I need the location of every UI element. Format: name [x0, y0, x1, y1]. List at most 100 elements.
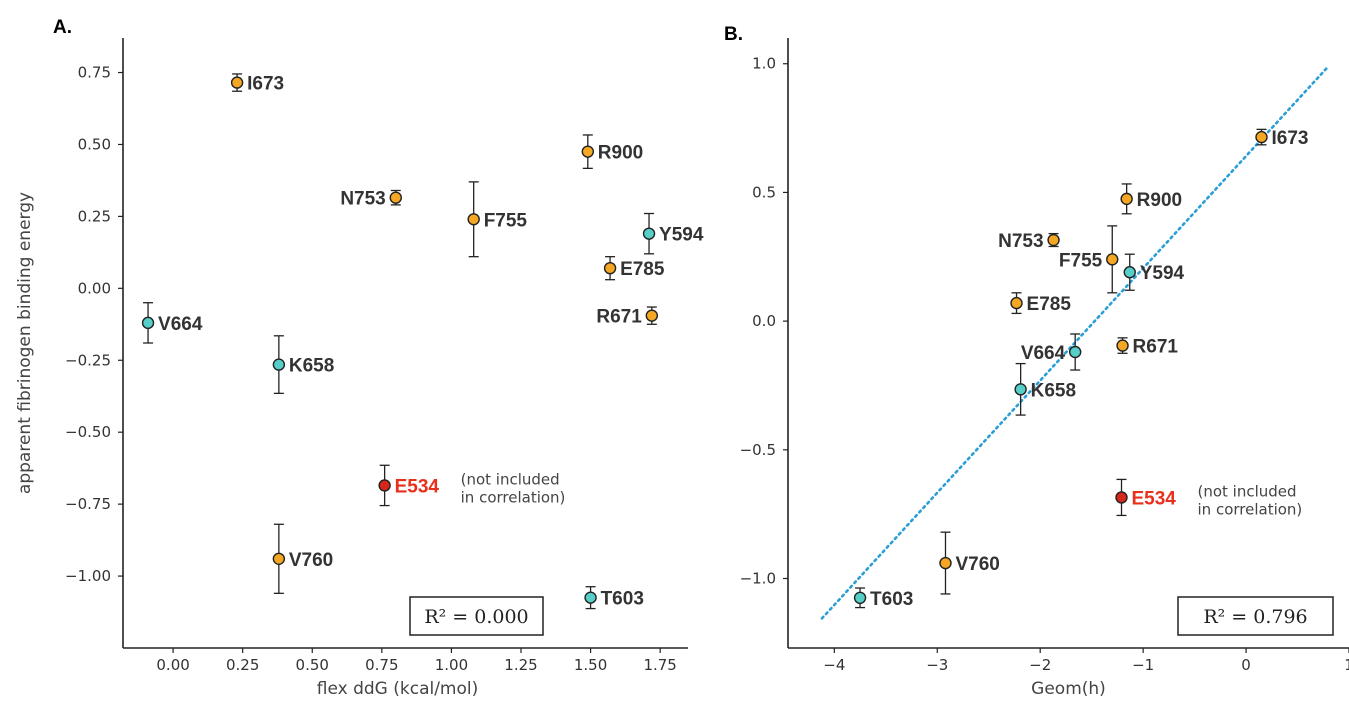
point-label: Y594: [1140, 263, 1185, 284]
annotation-line-1: (not included: [461, 470, 560, 488]
data-point-k658: K658: [272, 335, 334, 395]
data-point-n753: N753: [998, 231, 1060, 252]
data-point-v760: V760: [272, 523, 333, 594]
x-tick-label: 0.50: [296, 656, 329, 674]
point-marker: [584, 591, 597, 604]
point-label: E785: [620, 259, 665, 280]
point-label: E785: [1027, 294, 1072, 315]
r2-box: [1177, 596, 1334, 636]
point-marker: [141, 316, 155, 330]
panel-a: A. 0.00 0.25 0.50 0.75 1.00 1.25 1.50 1.75 0.75 0.…: [15, 17, 704, 699]
point-marker: [1010, 296, 1023, 310]
y-tick-label: 0.50: [78, 135, 111, 153]
annotation-line-2: in correlation): [461, 488, 566, 506]
point-label: K658: [289, 356, 334, 377]
point-marker: [603, 261, 617, 275]
annotation-line-2: in correlation): [1198, 500, 1303, 518]
data-point-t603: T603: [853, 587, 913, 610]
x-tick-label: 1.25: [504, 656, 537, 674]
data-point-v664: V664: [141, 302, 203, 344]
data-point-f755: F755: [467, 181, 528, 258]
point-label: K658: [1031, 380, 1076, 401]
point-marker: [467, 213, 480, 226]
point-label: I673: [247, 74, 284, 95]
point-label: E534: [1132, 488, 1177, 509]
point-label: F755: [1059, 250, 1103, 271]
y-tick-label: −1.0: [740, 570, 776, 588]
x-tick-label: 1.75: [643, 656, 676, 674]
y-tick-label: 0.0: [752, 312, 776, 330]
x-tick-label: −2: [1029, 656, 1051, 674]
data-point-n753: N753: [340, 189, 402, 210]
point-label: V664: [1021, 343, 1066, 364]
x-tick-label: 1: [1344, 656, 1349, 674]
x-tick-label: −3: [926, 656, 948, 674]
point-label: R671: [1133, 337, 1179, 358]
x-tick-label: 1.50: [574, 656, 607, 674]
panel-letter: B.: [724, 24, 743, 45]
point-label: N753: [340, 189, 385, 210]
data-point-r900: R900: [581, 134, 643, 169]
point-label: I673: [1272, 128, 1309, 149]
point-label: R900: [598, 143, 643, 164]
point-marker: [1068, 345, 1082, 359]
point-marker: [389, 191, 402, 204]
point-marker: [1014, 383, 1027, 396]
y-tick-label: −0.5: [740, 441, 776, 459]
data-point-r671: R671: [596, 306, 659, 328]
point-marker: [645, 309, 659, 322]
r2-value: R² = 0.000: [424, 606, 528, 628]
x-tick-label: 0: [1241, 656, 1251, 674]
x-tick-label: 1.00: [435, 656, 468, 674]
point-marker: [853, 591, 867, 605]
panel-letter: A.: [53, 17, 72, 38]
data-point-y594: Y594: [642, 212, 704, 255]
data-point-v760: V760: [939, 531, 1000, 595]
point-label: E534: [395, 476, 440, 497]
x-tick-label: 0.75: [365, 656, 398, 674]
point-label: T603: [870, 589, 913, 610]
data-point-r671: R671: [1116, 337, 1179, 358]
data-point-k658: K658: [1014, 362, 1076, 416]
y-tick-label: 0.00: [78, 279, 111, 297]
point-marker: [272, 552, 286, 566]
point-marker: [1047, 233, 1060, 247]
point-label: V760: [955, 554, 999, 575]
point-label: F755: [484, 210, 528, 231]
point-marker: [642, 227, 656, 240]
y-tick-label: −0.50: [65, 423, 111, 441]
point-marker: [230, 76, 244, 89]
y-tick-label: 1.0: [752, 55, 776, 73]
point-label: N753: [998, 231, 1043, 252]
point-marker: [1115, 491, 1128, 504]
data-point-t603: T603: [584, 586, 644, 610]
x-axis-label: flex ddG (kcal/mol): [317, 679, 479, 699]
point-label: Y594: [659, 225, 704, 246]
point-marker: [1116, 339, 1129, 352]
x-tick-label: 0.00: [156, 656, 189, 674]
point-marker: [1106, 253, 1119, 266]
point-marker: [272, 358, 286, 371]
y-tick-label: −0.75: [65, 495, 111, 513]
data-point-f755: F755: [1059, 225, 1119, 294]
y-axis-label: apparent fibrinogen binding energy: [15, 192, 35, 494]
data-point-v664: V664: [1021, 333, 1082, 371]
point-marker: [939, 556, 952, 570]
x-axis-label: Geom(h): [1031, 679, 1106, 699]
y-tick-label: 0.75: [78, 64, 111, 82]
x-tick-label: −1: [1132, 656, 1154, 674]
data-point-i673: I673: [1255, 128, 1309, 149]
x-tick-label: −4: [823, 656, 845, 674]
y-tick-label: 0.5: [752, 183, 776, 201]
data-point-e785: E785: [603, 256, 665, 281]
point-marker: [581, 145, 595, 158]
point-marker: [1120, 192, 1133, 206]
panel-b: B. −4 −3 −2 −1 0 1 1.0 0.5 0.0 −0.5 −1.0 Geom(h) I673…: [724, 24, 1349, 699]
point-label: T603: [601, 589, 644, 610]
data-point-y594: Y594: [1123, 253, 1185, 291]
point-marker: [378, 479, 391, 492]
r2-box: [409, 596, 544, 636]
point-marker: [1255, 130, 1268, 144]
